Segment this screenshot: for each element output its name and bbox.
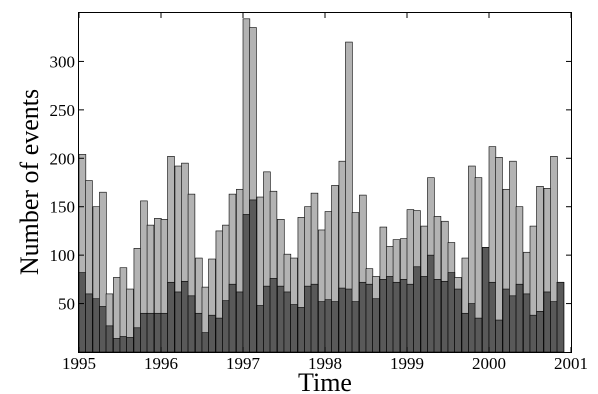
bar-lower bbox=[160, 312, 169, 353]
bar-lower bbox=[99, 306, 107, 353]
bar-lower bbox=[365, 283, 374, 353]
bar-lower bbox=[345, 288, 353, 353]
bar-lower bbox=[215, 317, 224, 353]
y-tick-label: 250 bbox=[50, 101, 76, 120]
bar-lower bbox=[543, 291, 552, 353]
bar-lower bbox=[386, 276, 394, 353]
bar-lower bbox=[351, 301, 360, 353]
bar-lower bbox=[379, 279, 388, 353]
bar-lower bbox=[372, 298, 380, 353]
y-axis: 50 100 150 200 250 300 bbox=[50, 52, 571, 314]
bar-lower bbox=[195, 312, 203, 353]
bar-lower bbox=[406, 283, 415, 353]
bar-lower bbox=[242, 214, 251, 353]
bar-lower bbox=[236, 291, 244, 353]
bar-lower bbox=[187, 295, 196, 353]
x-tick-label: 1995 bbox=[62, 354, 96, 373]
bar-lower bbox=[140, 312, 148, 353]
bar-lower bbox=[146, 312, 155, 353]
bar-lower bbox=[174, 291, 183, 353]
bar-lower bbox=[256, 305, 265, 353]
bar-lower bbox=[536, 311, 544, 353]
bar-lower bbox=[400, 279, 408, 353]
bar-lower bbox=[269, 278, 278, 353]
bar-lower bbox=[263, 285, 271, 353]
bar-lower bbox=[523, 293, 531, 353]
x-axis-title: Time bbox=[298, 368, 352, 394]
bar-lower bbox=[228, 283, 237, 353]
bar-lower bbox=[297, 307, 306, 353]
bar-lower bbox=[482, 247, 490, 353]
bar-lower bbox=[78, 272, 87, 353]
bar-lower bbox=[461, 312, 470, 353]
bar-lower bbox=[556, 281, 565, 353]
bar-lower bbox=[515, 283, 524, 353]
bars-group bbox=[78, 18, 565, 353]
bar-lower bbox=[427, 254, 435, 353]
bar-lower bbox=[283, 291, 292, 353]
bar-lower bbox=[454, 288, 462, 353]
x-tick-label: 1996 bbox=[144, 354, 178, 373]
bar-lower bbox=[126, 337, 134, 353]
plot-frame bbox=[78, 12, 572, 353]
y-tick-label: 100 bbox=[50, 246, 76, 265]
bar-lower bbox=[105, 325, 114, 353]
y-tick-label: 200 bbox=[50, 149, 76, 168]
y-axis-title: Number of events bbox=[15, 89, 44, 275]
y-tick-label: 150 bbox=[50, 198, 76, 217]
x-tick-label: 1999 bbox=[390, 354, 424, 373]
bar-lower bbox=[92, 298, 101, 353]
bar-lower bbox=[310, 283, 319, 353]
x-tick-label: 1997 bbox=[226, 354, 261, 373]
bar-lower bbox=[208, 314, 216, 353]
bar-lower bbox=[413, 266, 421, 353]
x-tick-label: 2001 bbox=[554, 354, 588, 373]
bar-lower bbox=[249, 199, 257, 353]
bar-lower bbox=[113, 338, 121, 353]
bar-lower bbox=[277, 285, 285, 353]
bar-lower bbox=[447, 272, 456, 353]
bar-lower bbox=[290, 304, 298, 353]
bar-lower bbox=[509, 295, 517, 353]
bar-lower bbox=[201, 332, 210, 353]
bar-lower bbox=[488, 281, 497, 353]
bar-lower bbox=[167, 281, 175, 353]
x-tick-label: 1998 bbox=[308, 354, 342, 373]
bar-lower bbox=[502, 288, 511, 353]
x-tick-label: 2000 bbox=[472, 354, 506, 373]
bar-lower bbox=[318, 301, 326, 353]
bar-lower bbox=[433, 279, 442, 353]
bar-lower bbox=[133, 327, 142, 353]
y-tick-label: 300 bbox=[50, 52, 76, 71]
bar-lower bbox=[550, 301, 558, 353]
bar-lower bbox=[529, 314, 538, 353]
bar-lower bbox=[222, 300, 230, 353]
bar-lower bbox=[338, 287, 347, 353]
bar-lower bbox=[392, 281, 401, 353]
x-axis: 1995 1996 1997 1998 1999 2000 2001 bbox=[62, 13, 588, 373]
bar-lower bbox=[495, 319, 503, 353]
bar-lower bbox=[119, 336, 128, 353]
bar-lower bbox=[85, 293, 93, 353]
y-tick-label: 50 bbox=[58, 295, 75, 314]
bar-lower bbox=[154, 312, 162, 353]
bar-lower bbox=[474, 317, 483, 353]
bar-lower bbox=[468, 303, 476, 353]
bar-lower bbox=[181, 280, 189, 353]
bar-lower bbox=[441, 280, 449, 353]
bar-lower bbox=[420, 276, 429, 353]
bar-lower bbox=[331, 301, 339, 353]
bar-lower bbox=[324, 299, 333, 353]
bar-lower bbox=[304, 285, 312, 353]
bar-lower bbox=[359, 281, 367, 353]
